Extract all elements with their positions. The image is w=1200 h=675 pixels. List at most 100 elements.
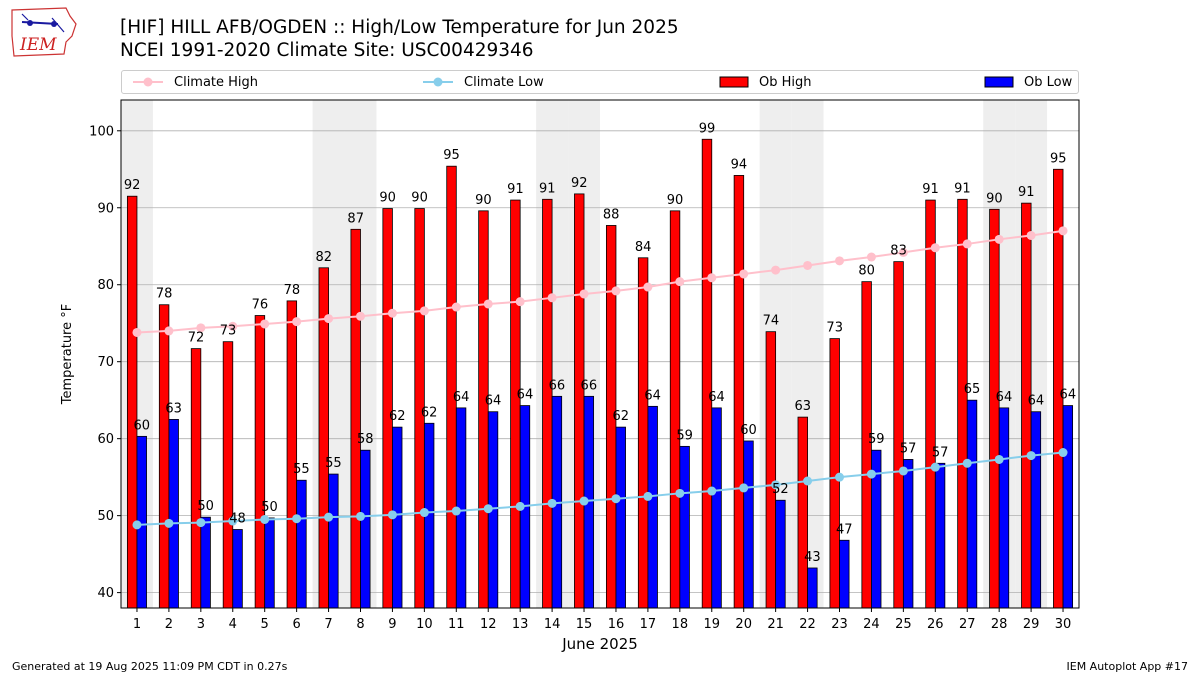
legend: Climate High Climate Low Ob High Ob Low (121, 70, 1079, 94)
legend-line-marker-icon (423, 77, 453, 87)
x-tick-label: 1 (133, 617, 141, 632)
point-climate-low-day-2 (164, 518, 174, 528)
data-label-ob-low: 57 (932, 445, 949, 460)
iem-logo: IEM (8, 6, 82, 60)
data-label-ob-high: 73 (220, 324, 237, 339)
point-climate-low-day-13 (515, 501, 525, 511)
bar-ob-low-day-20 (743, 440, 754, 609)
bar-ob-low-day-18 (679, 445, 690, 609)
y-tick-label: 90 (97, 201, 114, 216)
x-tick-label: 3 (197, 617, 205, 632)
point-climate-high-day-4 (228, 321, 238, 331)
legend-line-marker-icon (133, 77, 163, 87)
line-climate-low (136, 451, 1064, 526)
x-tick-label: 28 (991, 617, 1008, 632)
data-label-ob-low: 64 (517, 388, 534, 403)
bar-ob-low-day-19 (711, 407, 722, 609)
point-climate-low-day-21 (771, 480, 781, 490)
data-label-ob-high: 91 (539, 181, 556, 196)
data-label-ob-high: 95 (1050, 151, 1067, 166)
bar-ob-high-day-22 (797, 416, 808, 609)
data-label-ob-high: 91 (954, 181, 971, 196)
data-label-ob-high: 91 (1018, 185, 1035, 200)
bar-ob-high-day-19 (701, 138, 713, 609)
point-climate-high-day-29 (1026, 230, 1036, 240)
y-axis-label: Temperature °F (60, 304, 75, 405)
point-climate-low-day-3 (196, 518, 206, 528)
data-label-ob-high: 99 (699, 121, 716, 136)
iowa-map-icon: IEM (11, 7, 77, 57)
bar-ob-low-day-27 (966, 399, 978, 609)
legend-label: Climate High (174, 74, 259, 90)
y-tick-label: 50 (97, 509, 114, 524)
data-label-ob-low: 59 (868, 432, 885, 447)
legend-item-ob-low: Ob Low (984, 71, 1072, 93)
data-label-ob-high: 76 (252, 298, 269, 313)
data-label-ob-high: 94 (731, 157, 748, 172)
chart-title: [HIF] HILL AFB/OGDEN :: High/Low Tempera… (120, 17, 679, 38)
data-label-ob-high: 78 (284, 283, 301, 298)
point-climate-low-day-9 (387, 510, 397, 520)
x-tick-label: 25 (895, 617, 912, 632)
point-climate-low-day-16 (611, 494, 621, 504)
bar-ob-high-day-27 (957, 198, 968, 609)
y-tick-label: 100 (89, 124, 114, 139)
point-climate-high-day-10 (419, 306, 429, 316)
line-climate-high (136, 229, 1064, 334)
point-climate-low-day-12 (483, 504, 493, 514)
data-label-ob-high: 95 (443, 148, 460, 163)
point-climate-low-day-22 (803, 476, 813, 486)
x-tick-label: 8 (356, 617, 364, 632)
legend-item-climate-high: Climate High (132, 71, 258, 93)
data-label-ob-high: 80 (858, 264, 875, 279)
bar-ob-high-day-5 (254, 315, 266, 609)
bar-ob-low-day-29 (1030, 411, 1042, 609)
data-label-ob-low: 66 (581, 378, 598, 393)
point-climate-high-day-30 (1058, 226, 1068, 236)
point-climate-high-day-8 (356, 311, 365, 321)
y-axis-ticks: 40 50 60 70 80 90 100 (89, 124, 121, 601)
data-label-ob-low: 64 (708, 390, 725, 405)
bar-ob-high-day-13 (510, 199, 521, 609)
point-climate-low-day-27 (962, 458, 972, 468)
point-climate-high-day-23 (835, 256, 844, 266)
data-label-ob-low: 50 (197, 499, 214, 514)
x-tick-label: 4 (229, 617, 237, 632)
bar-ob-high-day-28 (989, 208, 1000, 609)
bars (126, 138, 1074, 609)
data-label-ob-high: 84 (635, 240, 652, 255)
grid-lines (121, 130, 1079, 594)
point-climate-low-day-17 (643, 491, 653, 501)
data-label-ob-low: 60 (133, 418, 150, 433)
bar-ob-high-day-18 (669, 210, 681, 609)
point-climate-low-day-28 (994, 454, 1004, 464)
data-label-ob-low: 55 (293, 462, 310, 477)
data-label-ob-low: 43 (804, 550, 821, 565)
data-label-ob-low: 64 (485, 394, 502, 409)
bar-ob-low-day-26 (934, 462, 946, 609)
x-tick-label: 26 (927, 617, 944, 632)
x-tick-label: 11 (448, 617, 465, 632)
x-tick-label: 13 (512, 617, 529, 632)
generated-timestamp: Generated at 19 Aug 2025 11:09 PM CDT in… (12, 660, 288, 673)
data-label-ob-low: 50 (261, 500, 278, 515)
data-label-ob-high: 83 (890, 244, 907, 259)
bar-ob-high-day-8 (350, 228, 361, 609)
bar-ob-low-day-5 (264, 517, 275, 609)
point-climate-low-day-10 (419, 508, 429, 518)
bar-ob-high-day-20 (733, 175, 745, 609)
x-tick-label: 22 (799, 617, 816, 632)
x-tick-label: 6 (292, 617, 300, 632)
point-climate-high-day-6 (292, 317, 302, 327)
bar-ob-low-day-2 (168, 419, 179, 609)
point-climate-low-day-29 (1026, 451, 1036, 461)
data-label-ob-low: 47 (836, 522, 853, 537)
point-climate-high-day-7 (324, 314, 334, 324)
data-label-ob-low: 63 (165, 401, 182, 416)
bar-ob-high-day-11 (446, 165, 457, 609)
x-tick-label: 24 (863, 617, 880, 632)
data-label-ob-high: 91 (507, 182, 524, 197)
x-tick-label: 27 (959, 617, 976, 632)
legend-label: Climate Low (464, 74, 544, 90)
